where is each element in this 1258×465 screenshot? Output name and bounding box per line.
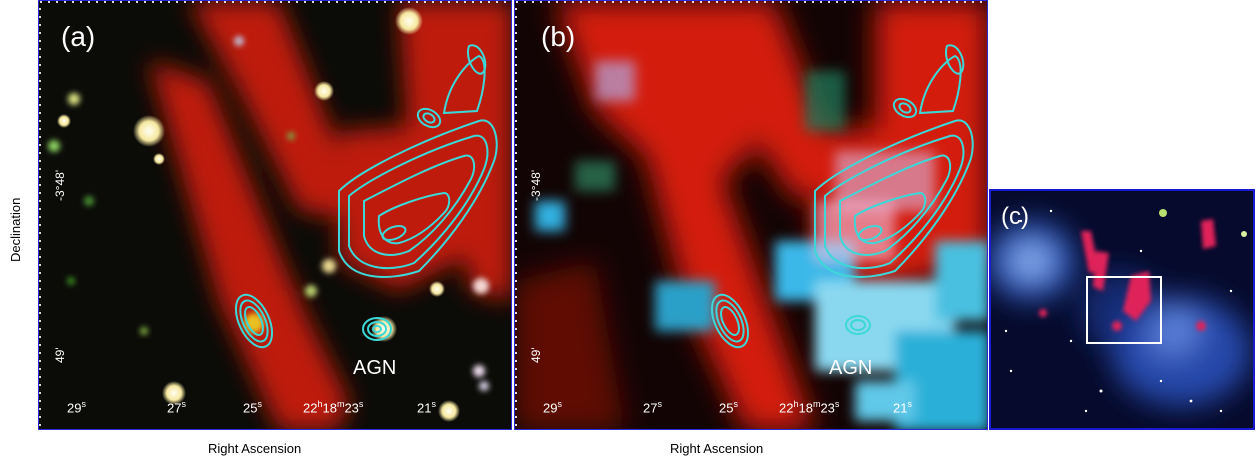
panel-c-label: (c): [1001, 203, 1029, 230]
panel-b-canvas: [515, 1, 987, 429]
dec-tick-48-b: -3°48': [529, 169, 543, 201]
ra-tick-21-b: 21s: [893, 399, 912, 416]
panel-a-image: (a) AGN 29s 27s 25s 22h18m23s 21s -3°48'…: [38, 0, 512, 430]
x-axis-label-a: Right Ascension: [208, 441, 302, 456]
dec-tick-48-a: -3°48': [53, 169, 67, 201]
radio-relics-c: [1039, 219, 1216, 331]
agn-label-b: AGN: [829, 357, 873, 379]
panel-c-image: (c): [989, 189, 1255, 430]
agn-label-a: AGN: [353, 357, 397, 379]
panel-c-canvas: [991, 191, 1253, 428]
xray-emission: [535, 61, 987, 429]
panel-a-label: (a): [61, 21, 96, 52]
panel-b-label: (b): [541, 21, 576, 52]
panel-b-image: (b) AGN 29s 27s 25s 22h18m23s 21s -3°48'…: [514, 0, 988, 430]
stars: [48, 7, 489, 422]
stars-c: [1004, 209, 1247, 413]
ra-tick-29-a: 29s: [67, 399, 86, 416]
dec-tick-49-b: 49': [529, 347, 543, 363]
ra-tick-21-a: 21s: [417, 399, 436, 416]
ra-tick-27-b: 27s: [643, 399, 662, 416]
ra-tick-27-a: 27s: [167, 399, 186, 416]
ra-tick-23-b: 22h18m23s: [779, 399, 840, 416]
cluster-xray-halo: [991, 221, 1251, 406]
y-axis-label: Declination: [8, 197, 23, 262]
radio-contours-b: [710, 44, 974, 349]
ra-tick-29-b: 29s: [543, 399, 562, 416]
ra-tick-23-a: 22h18m23s: [303, 399, 364, 416]
dec-tick-49-a: 49': [53, 347, 67, 363]
ra-tick-25-b: 25s: [719, 399, 738, 416]
x-axis-label-b: Right Ascension: [670, 441, 764, 456]
panel-a-canvas: [39, 1, 511, 429]
zoom-region-box: [1086, 276, 1162, 344]
ra-tick-25-a: 25s: [243, 399, 262, 416]
radio-contours: [234, 44, 498, 349]
